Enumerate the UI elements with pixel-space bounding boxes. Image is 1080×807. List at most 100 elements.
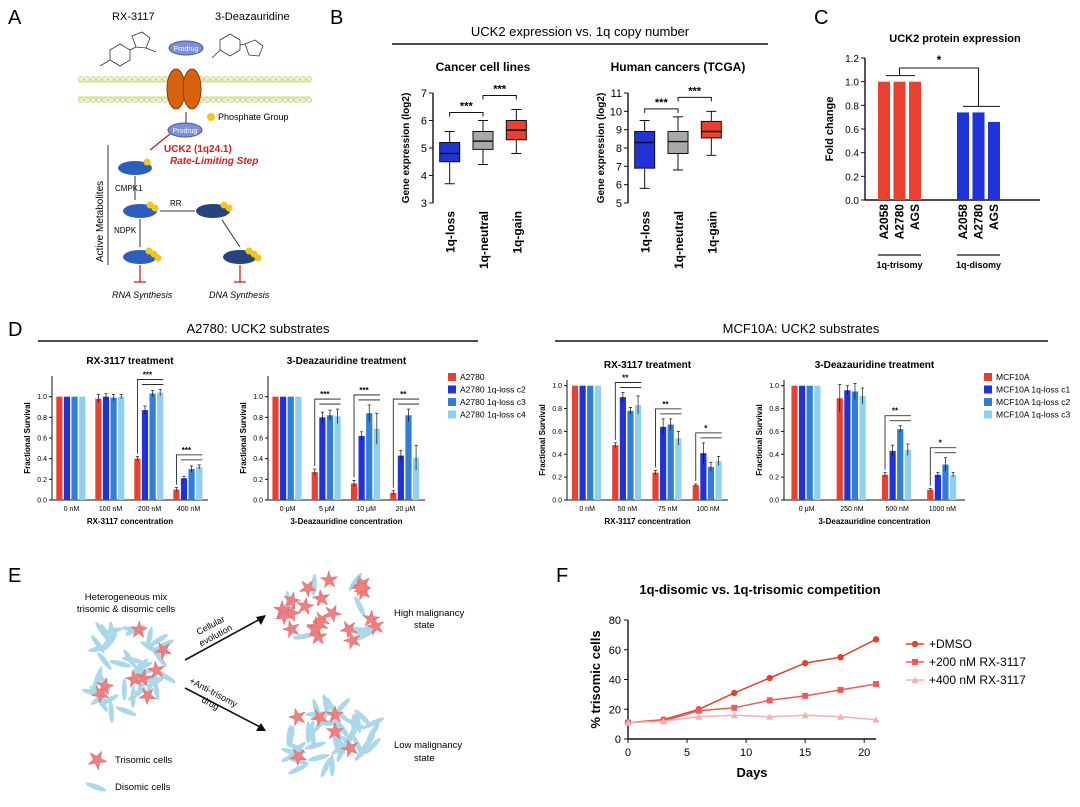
lipid-head: [210, 97, 216, 103]
bar: [897, 429, 904, 500]
x-axis-label: RX-3117 concentration: [87, 517, 173, 526]
bar: [909, 81, 921, 200]
bar: [814, 385, 821, 500]
y-tick-label: 5: [616, 198, 622, 210]
prodrug-bottom-label: Prodrug: [173, 128, 198, 135]
chart-title: 3-Deazauridine treatment: [287, 356, 407, 367]
bar: [71, 396, 78, 500]
disomic-cell: [108, 700, 114, 723]
data-point: [912, 659, 918, 665]
bar: [634, 405, 642, 500]
x-tick-label: 100 nM: [696, 506, 720, 513]
legend-label: MCF10A 1q-loss c3: [996, 410, 1070, 420]
lipid-head: [144, 97, 150, 103]
legend-label: A2780 1q-loss c4: [460, 410, 526, 420]
y-tick-label: 0.2: [253, 477, 263, 484]
data-point: [730, 711, 738, 719]
lipid-head: [282, 97, 288, 103]
bar: [587, 385, 594, 500]
lipid-head: [252, 97, 258, 103]
significance-label: ***: [320, 390, 330, 399]
panel-label-b: B: [330, 7, 343, 29]
disomic-cell: [88, 645, 110, 653]
lipid-head: [246, 97, 252, 103]
disomic-cell: [322, 694, 330, 717]
x-tick-label: 15: [799, 747, 811, 759]
bar: [397, 455, 404, 500]
y-tick-label: 60: [609, 645, 621, 657]
x-tick-label: 20 μM: [396, 506, 416, 513]
lipid-head: [288, 76, 294, 82]
bar: [700, 453, 707, 500]
lipid-head: [84, 97, 90, 103]
disomic-cell: [354, 709, 371, 726]
chart-competition: 1q-disomic vs. 1q-trisomic competition 0 2…: [588, 582, 1026, 780]
y-axis-label: Fractional Survival: [23, 402, 32, 474]
bar: [334, 416, 341, 500]
trisomic-cell: [298, 579, 318, 598]
data-point: [731, 689, 738, 697]
bar: [949, 474, 957, 500]
x-tick-label: 1q-gain: [510, 211, 524, 254]
y-tick-label: 0.4: [37, 456, 47, 463]
bar: [173, 489, 180, 500]
significance-label: ***: [182, 446, 192, 455]
y-tick-label: 7: [616, 161, 622, 173]
lipid-head: [282, 76, 288, 82]
box: [634, 131, 656, 169]
significance-bracket: [137, 379, 164, 454]
panel-d-right-title: MCF10A: UCK2 substrates: [723, 321, 880, 336]
legend-label: A2780 1q-loss c3: [460, 397, 526, 407]
y-tick-label: 0.2: [845, 172, 859, 183]
deazauridine-molecule-icon: [211, 33, 264, 59]
disomic-cell: [320, 757, 331, 778]
lipid-head: [306, 97, 312, 103]
bar: [350, 483, 358, 500]
trisomic-cell: [310, 615, 329, 635]
x-tick-label: 1000 nM: [929, 506, 956, 513]
bar: [311, 472, 318, 500]
data-point: [801, 711, 809, 719]
y-tick-label: 0.4: [552, 452, 562, 459]
data-point: [802, 692, 809, 699]
lipid-head: [150, 97, 156, 103]
dna-synthesis-label: DNA Synthesis: [209, 290, 270, 300]
significance-label: ***: [359, 386, 369, 395]
bar: [134, 458, 141, 500]
bar: [619, 397, 626, 500]
y-tick-label: 0.0: [769, 498, 779, 505]
high-malignancy-cells-icon: [272, 570, 385, 650]
lipid-head: [120, 76, 126, 82]
bar: [79, 396, 86, 500]
trisomic-cell: [283, 591, 302, 610]
significance-bracket: [884, 415, 911, 470]
disomic-cell: [292, 633, 315, 640]
ndpk-label: NDPK: [114, 226, 137, 235]
bar: [180, 478, 188, 500]
lipid-head: [240, 97, 246, 103]
lipid-head: [222, 97, 228, 103]
lipid-head: [276, 76, 282, 82]
disomic-cell: [309, 727, 316, 750]
lipid-head: [126, 76, 132, 82]
x-tick-label: 0 nM: [64, 506, 80, 513]
lipid-head: [294, 97, 300, 103]
lipid-head: [156, 76, 162, 82]
bar: [715, 461, 722, 500]
y-tick-label: 0.0: [552, 498, 562, 505]
bar: [791, 385, 798, 500]
x-tick-label: 5 μM: [319, 506, 335, 513]
bar: [904, 449, 911, 500]
disomic-cell: [130, 686, 136, 709]
lipid-head: [90, 76, 96, 82]
legend-swatch: [984, 398, 992, 406]
legend-swatch: [984, 373, 992, 381]
lipid-head: [222, 76, 228, 82]
trisomic-cell: [288, 748, 308, 767]
mix-label-1: Heterogeneous mix: [85, 592, 168, 603]
disomic-cell: [355, 629, 375, 641]
panel-label-f: F: [556, 565, 568, 587]
lipid-head: [288, 97, 294, 103]
lipid-head: [270, 76, 276, 82]
lipid-head: [132, 76, 138, 82]
